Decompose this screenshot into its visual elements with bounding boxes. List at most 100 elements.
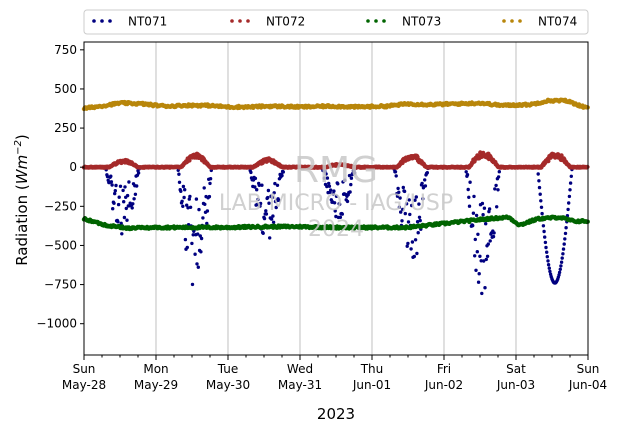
data-point: [569, 174, 573, 178]
data-point: [484, 222, 488, 226]
data-point: [271, 214, 275, 218]
y-tick-label: 500: [54, 82, 77, 96]
data-point: [113, 189, 118, 193]
data-point: [559, 260, 564, 264]
data-point: [273, 181, 277, 186]
data-point: [414, 195, 418, 199]
data-point: [274, 205, 278, 210]
data-point: [545, 255, 549, 259]
data-point: [562, 242, 566, 246]
data-point: [190, 241, 194, 246]
data-point: [547, 266, 551, 270]
data-point: [543, 235, 547, 239]
data-point: [409, 247, 413, 251]
data-point: [333, 209, 337, 213]
data-point: [484, 257, 488, 262]
data-point: [538, 192, 542, 196]
data-point: [132, 197, 136, 201]
data-point: [561, 252, 565, 256]
data-point: [407, 198, 411, 202]
data-point: [338, 215, 343, 219]
data-point: [482, 206, 487, 210]
data-point: [563, 231, 568, 236]
legend-marker: [374, 19, 378, 23]
data-point: [340, 212, 344, 216]
data-point: [208, 177, 213, 181]
data-point: [410, 240, 415, 244]
data-point: [190, 282, 195, 287]
data-point: [482, 259, 486, 263]
data-point: [348, 190, 352, 194]
data-point: [421, 197, 425, 201]
data-point: [537, 185, 542, 190]
data-point: [468, 180, 472, 184]
data-point: [480, 201, 485, 206]
data-point: [563, 237, 567, 241]
data-point: [123, 185, 127, 189]
x-tick-label-date: May-28: [62, 378, 106, 392]
data-point: [199, 236, 204, 241]
data-point: [585, 164, 590, 170]
y-tick-label: 0: [69, 160, 77, 174]
data-point: [487, 207, 492, 211]
legend-marker: [230, 19, 234, 23]
data-point: [492, 231, 496, 235]
x-tick-label-day: Sun: [577, 362, 600, 376]
data-point: [539, 199, 543, 203]
y-tick-label: −1000: [36, 317, 77, 331]
watermark-line-1: RMG: [294, 150, 378, 191]
data-point: [559, 153, 564, 158]
series-NT074: [81, 97, 590, 112]
data-point: [475, 250, 479, 254]
data-point: [397, 190, 401, 194]
legend: NT071 NT072 NT073 NT074: [83, 9, 589, 35]
data-point: [496, 175, 501, 179]
data-point: [413, 238, 418, 242]
data-point: [343, 178, 347, 182]
data-point: [488, 239, 492, 243]
data-point: [205, 209, 210, 213]
data-point: [398, 196, 402, 200]
data-point: [544, 245, 548, 250]
y-tick-label: 750: [54, 43, 77, 57]
data-point: [410, 203, 414, 208]
data-point: [399, 210, 403, 214]
data-point: [114, 183, 118, 188]
data-point: [417, 215, 422, 219]
data-point: [473, 237, 477, 242]
data-point: [329, 188, 333, 192]
data-point: [135, 184, 139, 188]
data-point: [177, 180, 182, 184]
data-point: [111, 207, 115, 211]
data-point: [472, 194, 476, 199]
data-point: [120, 232, 124, 236]
data-point: [558, 267, 562, 271]
data-point: [194, 197, 199, 201]
data-point: [404, 202, 409, 206]
data-point: [185, 245, 189, 250]
data-point: [476, 280, 481, 284]
x-tick-label-day: Tue: [217, 362, 239, 376]
data-point: [480, 291, 484, 296]
data-point: [188, 205, 193, 209]
data-point: [536, 172, 540, 176]
data-point: [557, 270, 562, 275]
watermark-line-3: 2024: [308, 217, 364, 242]
data-point: [465, 173, 470, 177]
data-point: [331, 192, 335, 196]
data-point: [418, 218, 422, 223]
data-point: [185, 203, 189, 207]
data-point: [567, 194, 572, 199]
data-point: [347, 173, 352, 178]
data-point: [481, 213, 485, 217]
data-point: [186, 206, 190, 210]
data-point: [133, 192, 138, 196]
data-point: [131, 202, 135, 206]
data-point: [327, 181, 331, 186]
legend-label: NT071: [128, 15, 167, 29]
data-point: [180, 199, 184, 203]
data-point: [406, 241, 410, 246]
data-point: [193, 252, 197, 256]
data-point: [473, 254, 477, 258]
data-point: [564, 226, 568, 230]
